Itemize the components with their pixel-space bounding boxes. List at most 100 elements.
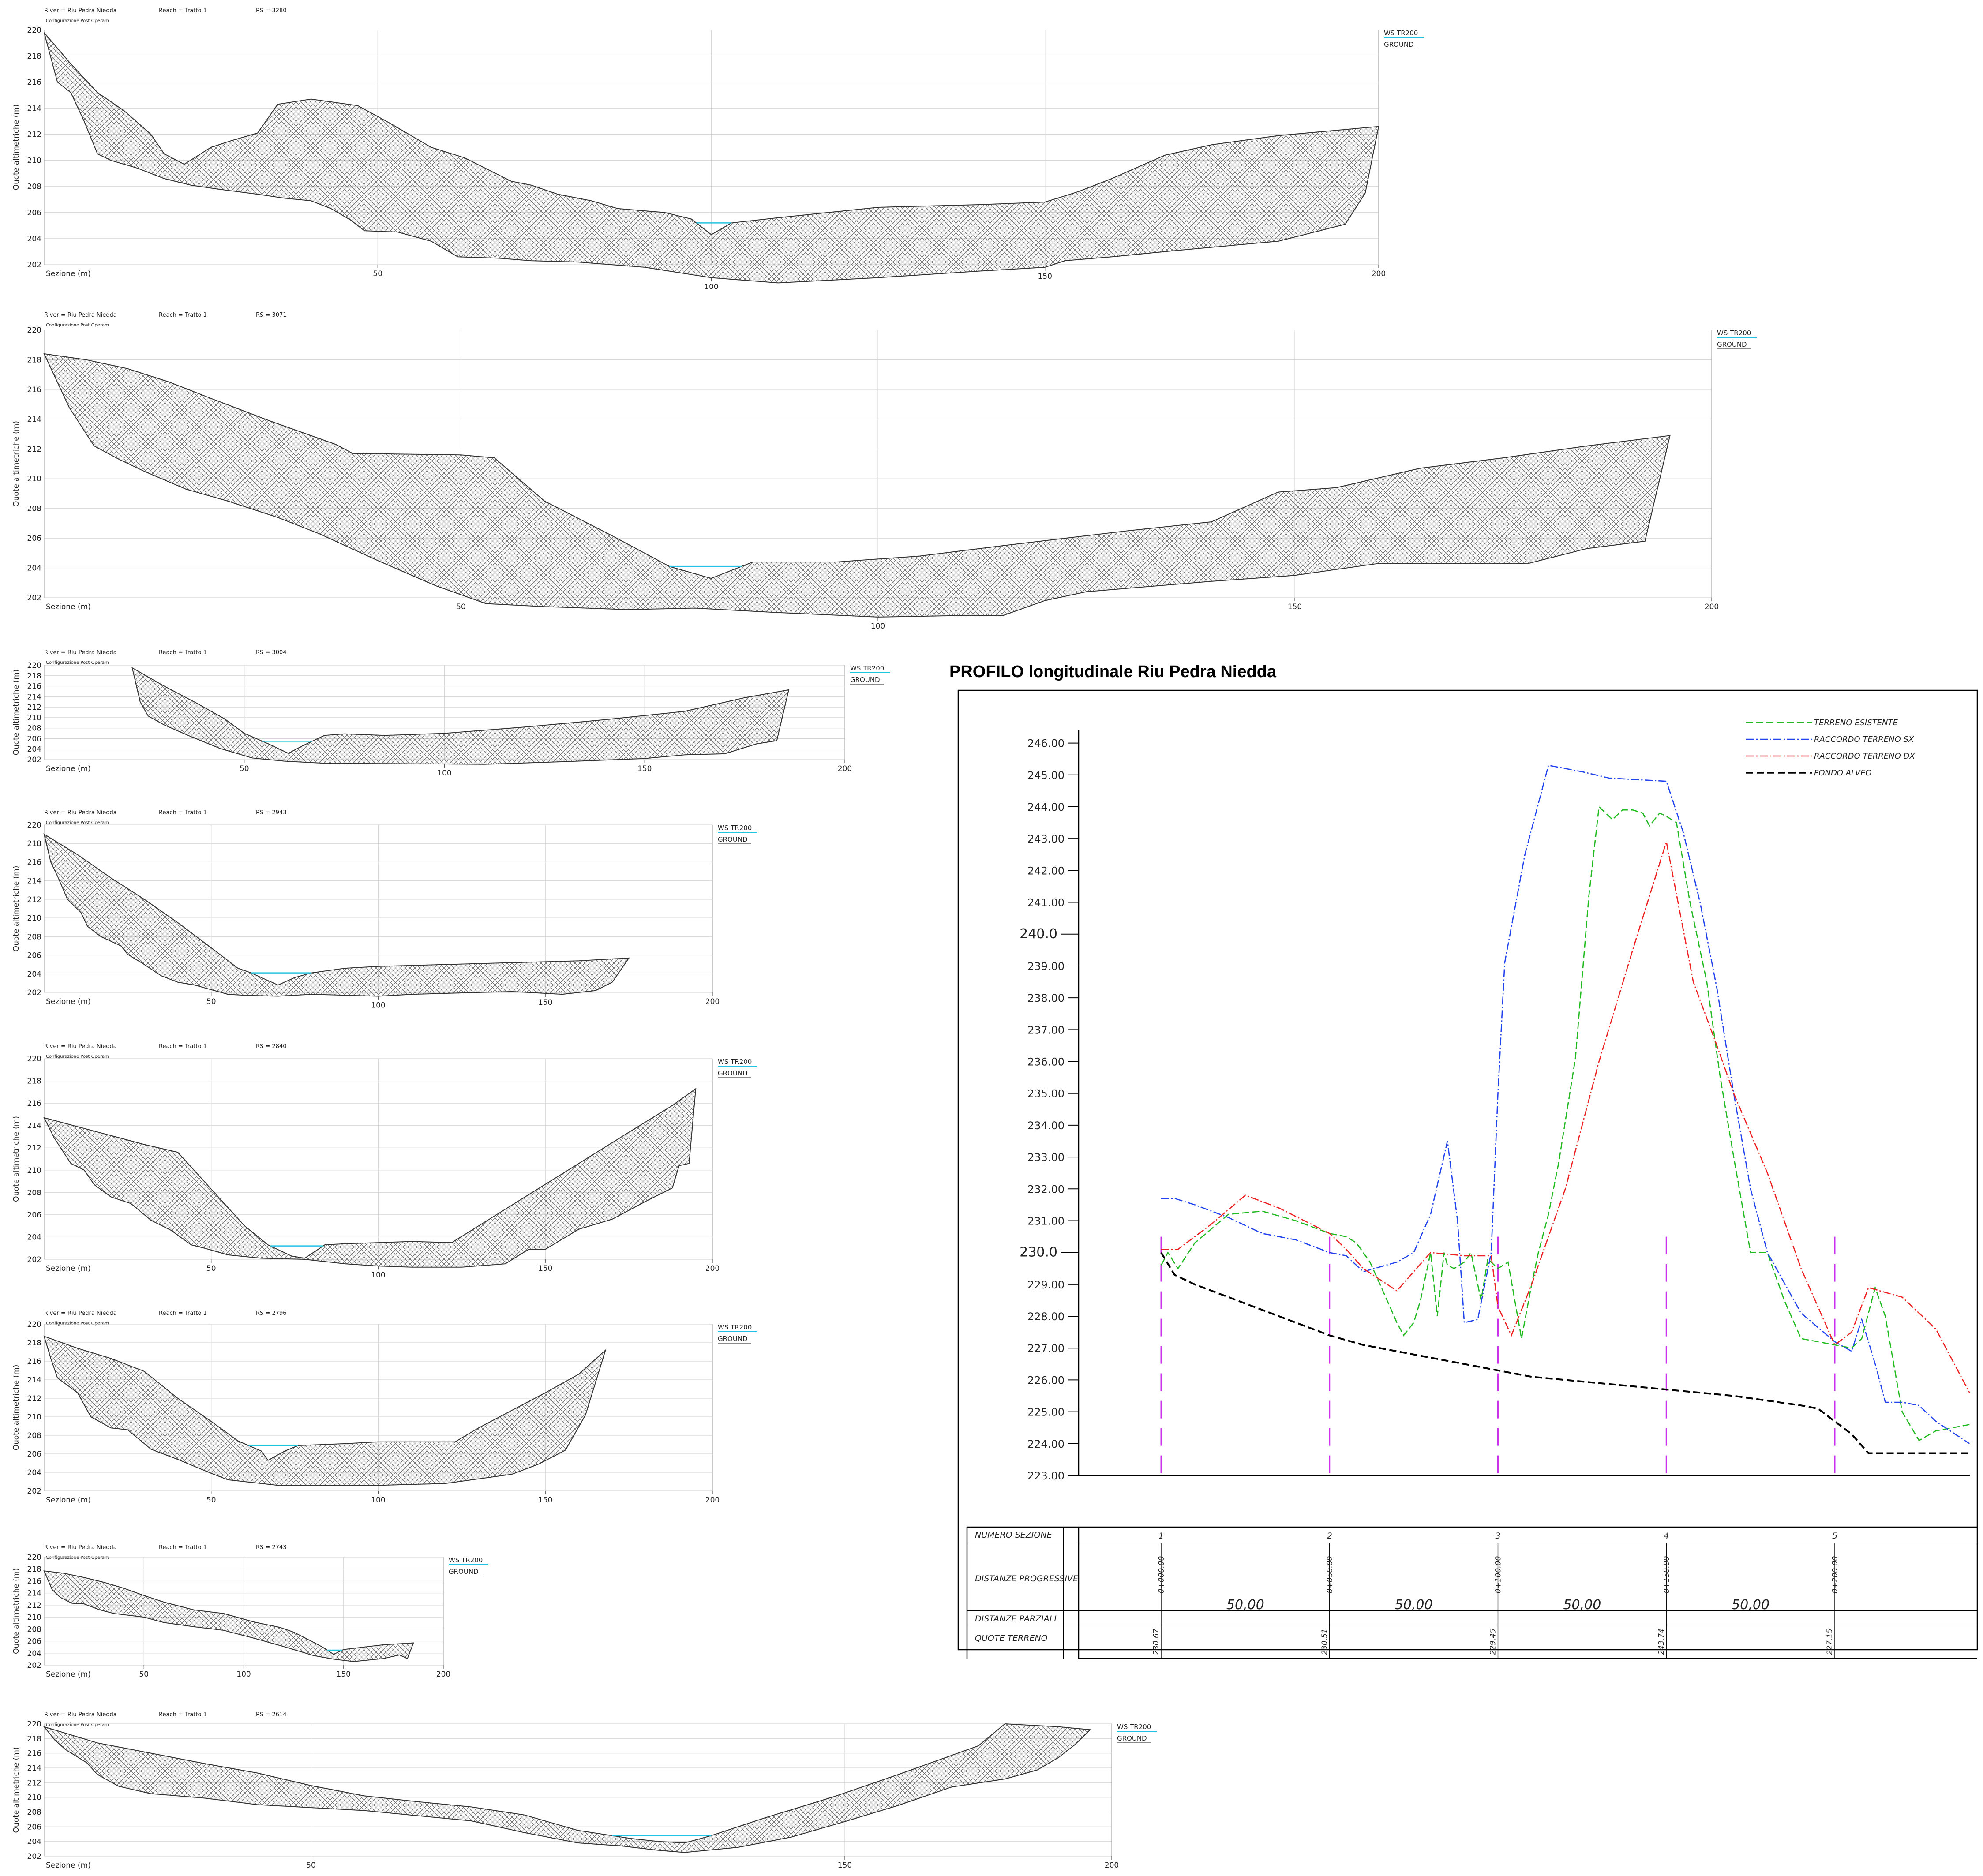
table-row-label: DISTANZE PARZIALI	[975, 1614, 1057, 1624]
section-reach: Reach = Tratto 1	[159, 1711, 207, 1718]
y-tick-label: 220	[27, 1320, 41, 1329]
y-tick-label: 220	[27, 1720, 41, 1729]
y-tick-label: 202	[27, 1255, 41, 1264]
ground-section	[43, 1335, 607, 1486]
partial-distance: 50,00	[1226, 1597, 1264, 1613]
progressive-distance: 0+050.00	[1326, 1556, 1334, 1594]
x-tick-label: 50	[139, 1670, 149, 1679]
y-tick-label: 216	[27, 1749, 41, 1758]
ground-elevation: 229.45	[1489, 1629, 1498, 1655]
x-tick-label: 200	[838, 764, 852, 773]
y-axis-label: Quote altimetriche (m)	[12, 1116, 21, 1202]
profile-y-tick-label: 226.00	[1027, 1374, 1065, 1386]
y-tick-label: 210	[27, 1166, 41, 1175]
partial-distance: 50,00	[1395, 1597, 1433, 1613]
y-tick-label: 220	[27, 326, 41, 335]
section-reach: Reach = Tratto 1	[159, 312, 207, 318]
legend-ws: WS TR200	[1717, 329, 1751, 337]
y-tick-label: 204	[27, 745, 41, 754]
y-tick-label: 208	[27, 1188, 41, 1197]
x-tick-label: 100	[371, 1001, 385, 1010]
legend-ws: WS TR200	[718, 1058, 752, 1066]
profile-y-tick-label: 235.00	[1027, 1088, 1065, 1100]
x-tick-label: 50	[240, 764, 249, 773]
cross-section-4: River = Riu Pedra Niedda Reach = Tratto 1…	[12, 809, 757, 1010]
y-tick-label: 214	[27, 1376, 41, 1385]
y-tick-label: 216	[27, 386, 41, 394]
table-row-label: DISTANZE PROGRESSIVE	[975, 1574, 1078, 1584]
profile-y-tick-label: 240.0	[1020, 926, 1057, 942]
y-tick-label: 208	[27, 183, 41, 191]
profile-y-tick-label: 234.00	[1027, 1120, 1065, 1132]
section-river: River = Riu Pedra Niedda	[44, 649, 117, 656]
y-tick-label: 214	[27, 693, 41, 701]
profile-legend-label: FONDO ALVEO	[1814, 768, 1872, 778]
cross-section-7: River = Riu Pedra Niedda Reach = Tratto 1…	[12, 1544, 488, 1679]
y-axis-label: Quote altimetriche (m)	[12, 866, 21, 952]
y-tick-label: 206	[27, 1823, 41, 1831]
y-tick-label: 218	[27, 1734, 41, 1743]
y-tick-label: 204	[27, 1233, 41, 1242]
y-tick-label: 210	[27, 475, 41, 483]
x-tick-label: 100	[371, 1271, 385, 1280]
progressive-distance: 0+200.00	[1831, 1556, 1840, 1594]
cross-section-6: River = Riu Pedra Niedda Reach = Tratto 1…	[12, 1310, 757, 1505]
profile-y-tick-label: 225.00	[1027, 1406, 1065, 1419]
x-tick-label: 150	[838, 1861, 852, 1870]
section-reach: Reach = Tratto 1	[159, 809, 207, 816]
table-row-label: QUOTE TERRENO	[975, 1633, 1048, 1643]
y-tick-label: 206	[27, 1637, 41, 1646]
y-tick-label: 202	[27, 989, 41, 997]
legend-ground: GROUND	[1717, 341, 1747, 348]
y-tick-label: 202	[27, 1661, 41, 1670]
section-rs: RS = 3071	[256, 312, 287, 318]
legend-ground: GROUND	[1117, 1734, 1147, 1742]
y-tick-label: 204	[27, 235, 41, 243]
y-tick-label: 214	[27, 1589, 41, 1598]
cross-section-3: River = Riu Pedra Niedda Reach = Tratto 1…	[12, 649, 890, 778]
y-tick-label: 214	[27, 415, 41, 424]
cross-section-8: River = Riu Pedra Niedda Reach = Tratto 1…	[12, 1711, 1157, 1870]
legend-ground: GROUND	[718, 1335, 748, 1343]
section-river: River = Riu Pedra Niedda	[44, 1544, 117, 1551]
ground-elevation: 230.51	[1320, 1629, 1329, 1655]
legend-ws: WS TR200	[449, 1556, 483, 1564]
y-tick-label: 216	[27, 858, 41, 867]
profile-y-tick-label: 237.00	[1027, 1024, 1065, 1036]
profile-y-tick-label: 245.00	[1027, 769, 1065, 782]
profile-series-line	[1161, 842, 1970, 1393]
y-tick-label: 204	[27, 564, 41, 573]
cross-section-1: River = Riu Pedra Niedda Reach = Tratto 1…	[12, 7, 1424, 292]
x-axis-label: Sezione (m)	[46, 764, 91, 773]
section-reach: Reach = Tratto 1	[159, 1310, 207, 1317]
y-tick-label: 212	[27, 1779, 41, 1787]
ground-section	[43, 1570, 414, 1662]
profile-legend-label: RACCORDO TERRENO DX	[1814, 752, 1915, 761]
y-tick-label: 212	[27, 1601, 41, 1610]
y-tick-label: 202	[27, 1852, 41, 1861]
y-tick-label: 210	[27, 914, 41, 923]
x-tick-label: 200	[436, 1670, 450, 1679]
legend-ws: WS TR200	[1117, 1723, 1151, 1731]
y-tick-label: 208	[27, 1808, 41, 1817]
y-tick-label: 216	[27, 682, 41, 691]
x-tick-label: 150	[1288, 603, 1302, 611]
y-tick-label: 214	[27, 1764, 41, 1773]
y-tick-label: 218	[27, 1077, 41, 1086]
profile-y-tick-label: 229.00	[1027, 1279, 1065, 1291]
section-river: River = Riu Pedra Niedda	[44, 7, 117, 14]
y-tick-label: 220	[27, 821, 41, 830]
y-tick-label: 210	[27, 1613, 41, 1622]
y-axis-label: Quote altimetriche (m)	[12, 670, 21, 756]
section-reach: Reach = Tratto 1	[159, 1544, 207, 1551]
y-axis-label: Quote altimetriche (m)	[12, 1747, 21, 1833]
y-tick-label: 204	[27, 1649, 41, 1658]
legend-ground: GROUND	[718, 835, 748, 843]
progressive-distance: 0+000.00	[1157, 1556, 1166, 1594]
y-tick-label: 210	[27, 714, 41, 723]
y-tick-label: 220	[27, 1055, 41, 1063]
y-tick-label: 206	[27, 209, 41, 217]
y-tick-label: 220	[27, 661, 41, 670]
profile-y-tick-label: 236.00	[1027, 1056, 1065, 1068]
